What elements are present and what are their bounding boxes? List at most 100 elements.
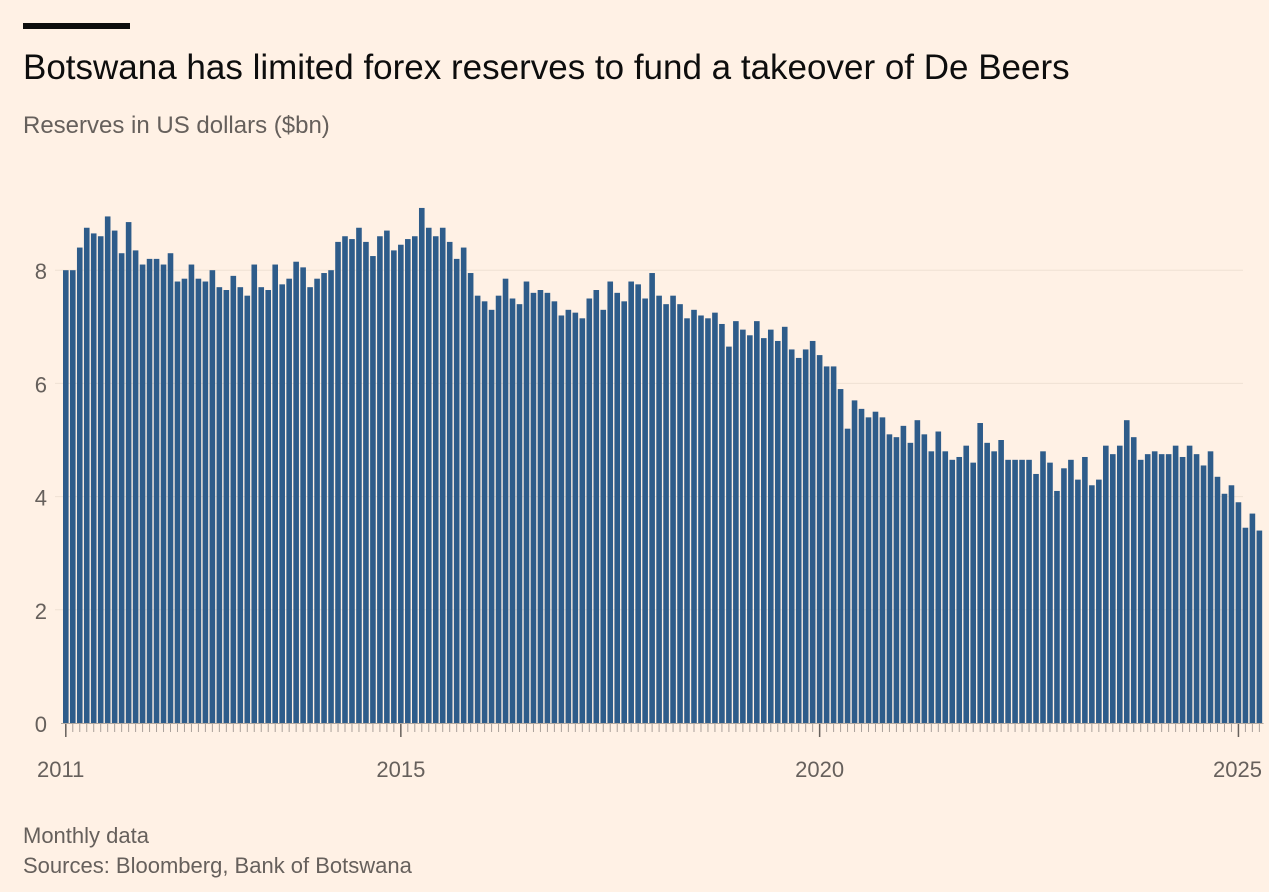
bar xyxy=(474,295,481,723)
bar xyxy=(202,281,209,723)
y-tick-label-2: 2 xyxy=(35,599,47,624)
x-tick-label-2011: 2011 xyxy=(37,757,84,782)
bar xyxy=(244,295,251,723)
bar xyxy=(1116,445,1123,723)
bar xyxy=(467,273,474,723)
bar xyxy=(1179,456,1186,723)
bar xyxy=(418,207,425,723)
bar xyxy=(802,349,809,723)
bar xyxy=(1151,451,1158,723)
bar xyxy=(1096,479,1102,723)
bar xyxy=(293,261,299,723)
bar xyxy=(167,253,174,723)
bar xyxy=(963,445,970,723)
bar xyxy=(488,309,495,723)
bar xyxy=(642,298,648,723)
bar xyxy=(586,298,593,723)
bar xyxy=(886,434,893,723)
y-tick-label-8: 8 xyxy=(35,259,47,284)
x-tick-label-2025: 2025 xyxy=(1213,757,1262,782)
bar xyxy=(1103,445,1109,723)
bar xyxy=(614,292,621,723)
bar xyxy=(572,312,579,723)
bar xyxy=(851,400,858,723)
bar xyxy=(998,440,1004,723)
bar xyxy=(788,349,795,723)
y-tick-label-6: 6 xyxy=(35,372,47,397)
y-axis: 0 2 4 6 8 xyxy=(35,259,47,737)
bar xyxy=(97,236,104,723)
bar xyxy=(1110,454,1116,723)
bar xyxy=(1123,420,1130,723)
footnote: Monthly data xyxy=(23,823,149,848)
bar xyxy=(551,301,558,723)
bar xyxy=(740,329,746,723)
bar xyxy=(90,233,97,723)
bar xyxy=(363,241,369,723)
y-tick-label-4: 4 xyxy=(35,486,47,511)
bar xyxy=(1235,502,1242,723)
bar xyxy=(1047,462,1053,723)
bar xyxy=(1228,485,1235,723)
bar xyxy=(446,241,453,723)
bar xyxy=(684,318,690,723)
bar xyxy=(705,318,711,723)
bar xyxy=(544,292,551,723)
bars xyxy=(63,207,1263,723)
bar xyxy=(111,230,118,723)
bar xyxy=(1158,454,1165,723)
bar xyxy=(132,250,139,723)
bar xyxy=(453,258,460,723)
bar xyxy=(712,312,718,723)
bar xyxy=(523,281,530,723)
bar xyxy=(1054,490,1060,723)
bar xyxy=(125,222,132,723)
bar xyxy=(1144,454,1151,723)
bar xyxy=(1068,459,1074,723)
sources-note: Sources: Bloomberg, Bank of Botswana xyxy=(23,853,412,878)
bar xyxy=(1012,459,1018,723)
bar xyxy=(258,287,265,723)
bar xyxy=(865,417,872,723)
bar xyxy=(537,290,544,723)
bar xyxy=(600,309,607,723)
bar xyxy=(670,295,676,723)
bar xyxy=(1242,527,1249,723)
bar xyxy=(300,267,306,723)
bar xyxy=(1033,473,1039,723)
bar xyxy=(439,227,446,723)
bar xyxy=(146,258,153,723)
bar xyxy=(174,281,181,723)
bar xyxy=(991,451,997,723)
bar xyxy=(579,318,586,723)
bar xyxy=(279,284,285,723)
bar xyxy=(1082,456,1088,723)
bar xyxy=(747,335,753,723)
bar xyxy=(384,230,390,723)
bar xyxy=(460,247,467,723)
bar xyxy=(139,264,146,723)
bar xyxy=(286,278,292,723)
bar xyxy=(733,321,739,723)
bar xyxy=(1005,459,1011,723)
chart-subtitle: Reserves in US dollars ($bn) xyxy=(23,112,330,139)
bar xyxy=(795,357,802,723)
bar xyxy=(230,275,237,723)
bar xyxy=(1130,437,1137,723)
bar xyxy=(942,451,949,723)
bar xyxy=(516,304,523,723)
bar xyxy=(879,417,886,723)
bar xyxy=(844,428,851,723)
bar xyxy=(900,425,907,723)
bar xyxy=(565,309,572,723)
bar xyxy=(237,287,244,723)
bar xyxy=(272,264,278,723)
bar xyxy=(412,236,418,723)
chart-title: Botswana has limited forex reserves to f… xyxy=(23,48,1070,87)
bar xyxy=(1200,465,1207,723)
bar xyxy=(907,442,914,723)
bar xyxy=(356,227,362,723)
bar xyxy=(1075,479,1081,723)
bar xyxy=(509,298,516,723)
bar xyxy=(307,287,313,723)
